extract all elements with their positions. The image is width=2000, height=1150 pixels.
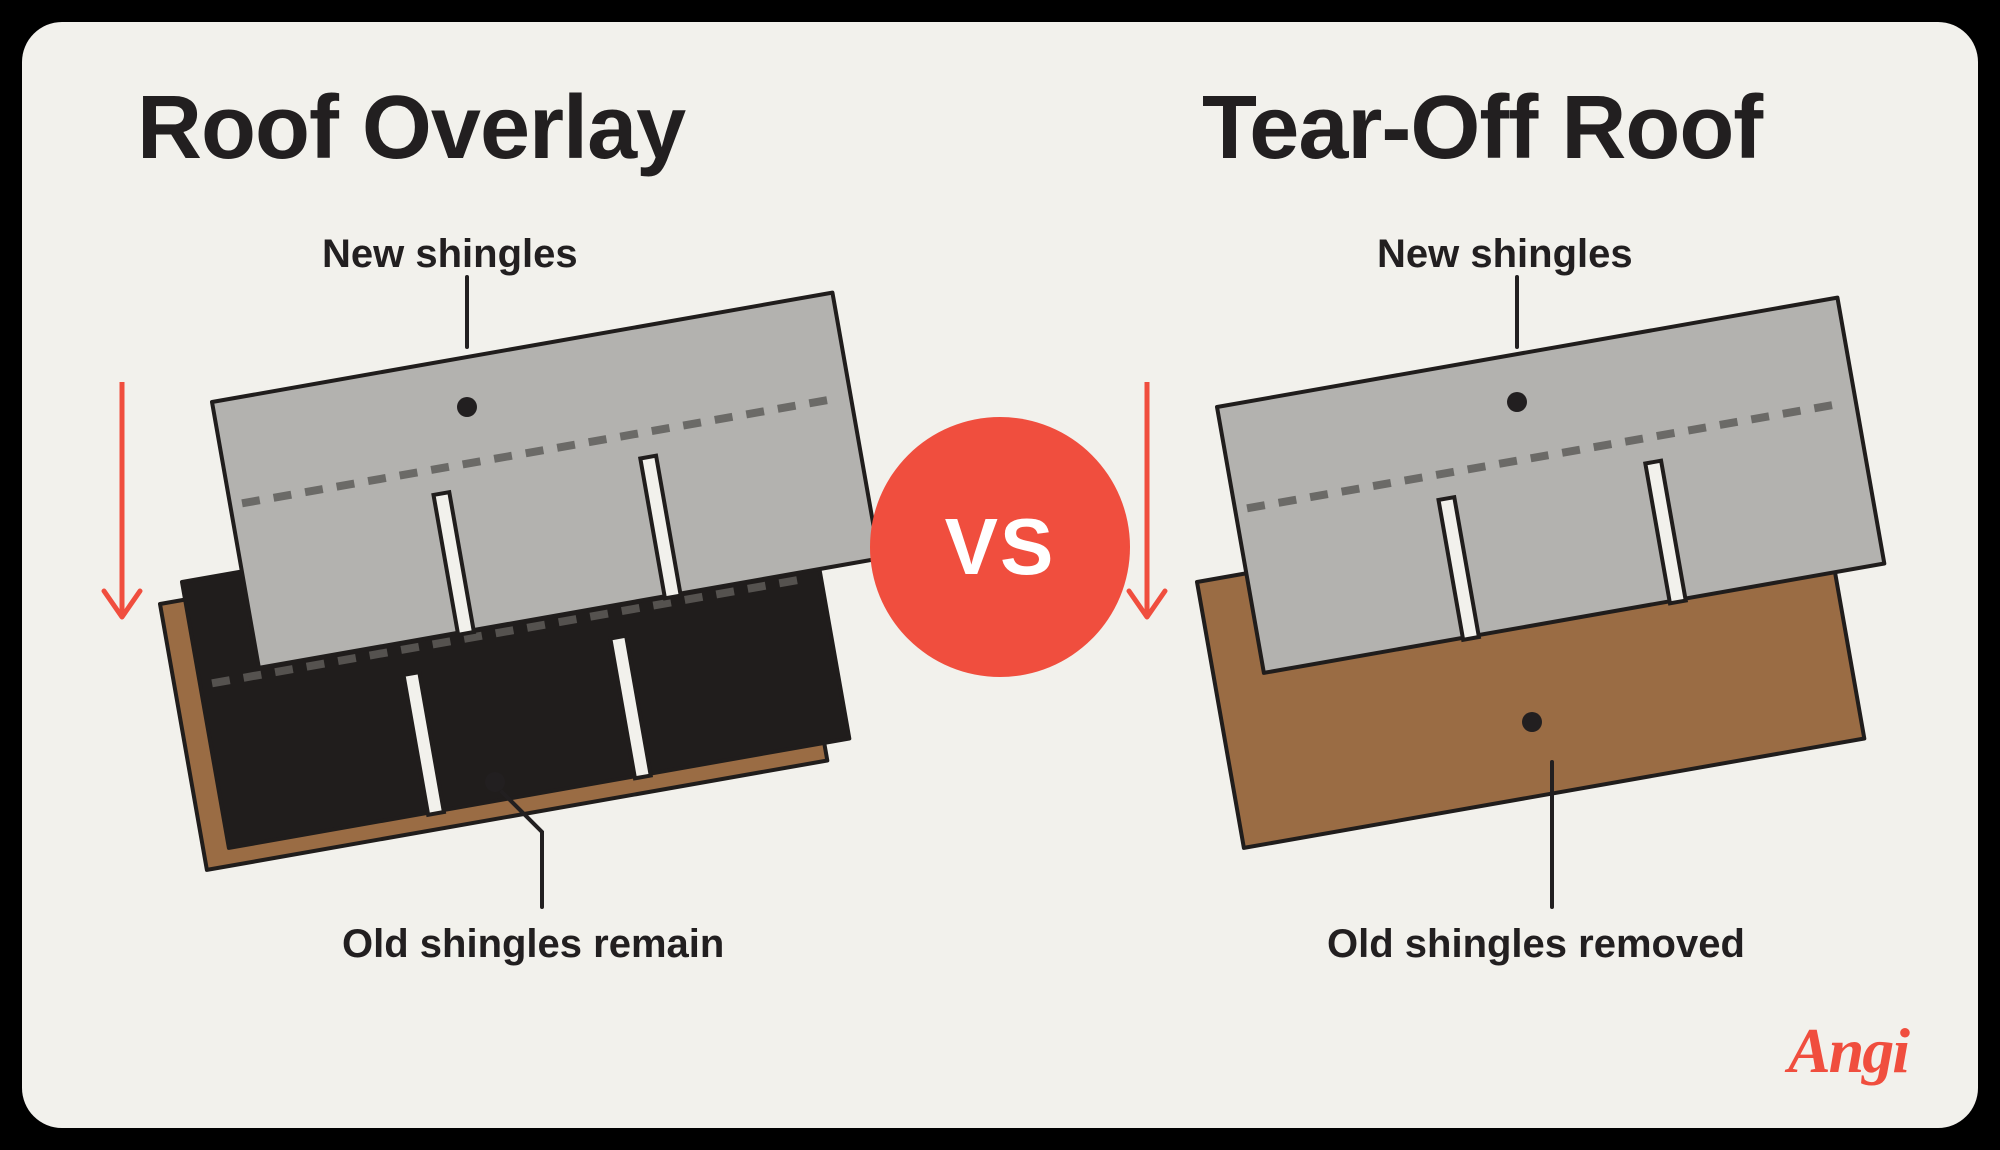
caption-left-top: New shingles (322, 232, 578, 277)
caption-right-bottom: Old shingles removed (1327, 922, 1745, 967)
caption-left-bottom: Old shingles remain (342, 922, 724, 967)
caption-right-top: New shingles (1377, 232, 1633, 277)
vs-label: VS (945, 501, 1056, 593)
vs-badge: VS (870, 417, 1130, 677)
infographic-card: Roof Overlay Tear-Off Roof New shingles … (22, 22, 1978, 1128)
brand-logo: Angi (1788, 1014, 1908, 1088)
